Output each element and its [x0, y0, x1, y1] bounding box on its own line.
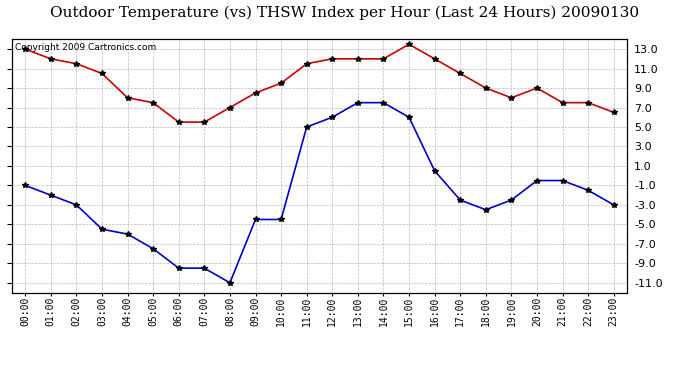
Text: Outdoor Temperature (vs) THSW Index per Hour (Last 24 Hours) 20090130: Outdoor Temperature (vs) THSW Index per …	[50, 6, 640, 20]
Text: Copyright 2009 Cartronics.com: Copyright 2009 Cartronics.com	[15, 43, 157, 52]
